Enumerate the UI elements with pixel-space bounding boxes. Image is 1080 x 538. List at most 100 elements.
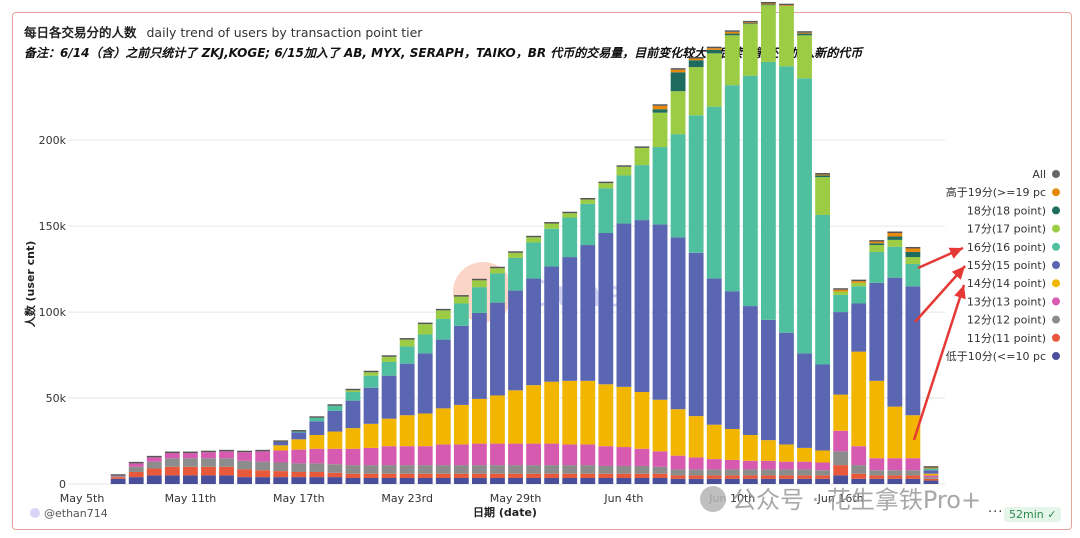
x-tick-label: May 23rd bbox=[381, 492, 433, 505]
bar-segment bbox=[923, 470, 939, 474]
bar-segment bbox=[851, 303, 867, 352]
legend-label: 低于10分(<=10 pc bbox=[946, 350, 1046, 363]
bar-segment bbox=[453, 444, 469, 466]
bar-segment bbox=[345, 465, 361, 474]
legend-item[interactable]: 14分(14 point) bbox=[967, 277, 1060, 290]
bar-stack bbox=[851, 279, 867, 484]
bar-stack bbox=[670, 68, 686, 484]
bar-segment bbox=[580, 477, 596, 484]
annotation-arrow-line bbox=[912, 284, 966, 441]
bar-total-cap bbox=[724, 30, 740, 32]
bar-segment bbox=[833, 475, 849, 484]
bar-segment bbox=[508, 477, 523, 484]
bar-segment bbox=[761, 4, 776, 6]
bar-segment bbox=[724, 459, 740, 470]
arrow-head-icon bbox=[954, 285, 966, 300]
bar-segment bbox=[688, 475, 704, 479]
legend-swatch-icon bbox=[1052, 279, 1060, 288]
bar-segment bbox=[779, 478, 794, 484]
bar-stack bbox=[869, 240, 885, 484]
bar-segment bbox=[508, 290, 523, 391]
bar-segment bbox=[580, 465, 596, 474]
bar-segment bbox=[580, 380, 596, 445]
legend-item[interactable]: 高于19分(>=19 pc bbox=[946, 185, 1060, 199]
bar-segment bbox=[435, 408, 451, 445]
bar-stack bbox=[291, 430, 307, 484]
more-options-button[interactable]: ··· bbox=[988, 505, 1004, 520]
bar-segment bbox=[128, 466, 144, 472]
bar-total-cap bbox=[923, 466, 939, 468]
bar-total-cap bbox=[779, 3, 794, 6]
legend-item[interactable]: 低于10分(<=10 pc bbox=[946, 350, 1060, 363]
bar-segment bbox=[381, 473, 397, 478]
bar-total-cap bbox=[634, 146, 650, 148]
bar-total-cap bbox=[417, 322, 433, 325]
bar-segment bbox=[634, 220, 650, 393]
legend-swatch-icon bbox=[1052, 242, 1060, 251]
bar-stack bbox=[923, 466, 939, 484]
bar-segment bbox=[833, 312, 849, 395]
bar-segment bbox=[869, 251, 885, 283]
bar-segment bbox=[688, 457, 704, 470]
bar-segment bbox=[887, 475, 903, 479]
bar-segment bbox=[797, 461, 812, 470]
bar-segment bbox=[309, 435, 325, 449]
legend-swatch-icon bbox=[1052, 188, 1060, 197]
bar-segment bbox=[508, 465, 523, 474]
bar-segment bbox=[851, 351, 867, 447]
legend-item[interactable]: 12分(12 point) bbox=[967, 314, 1060, 327]
x-axis-label: 日期 (date) bbox=[473, 505, 537, 519]
bar-segment bbox=[562, 213, 578, 218]
bar-segment bbox=[905, 475, 921, 479]
bar-segment bbox=[851, 286, 867, 304]
legend-item[interactable]: 16分(16 point) bbox=[967, 241, 1060, 254]
refresh-time: 52min bbox=[1009, 508, 1044, 521]
bar-segment bbox=[742, 75, 758, 307]
bar-segment bbox=[598, 446, 614, 466]
bar-total-cap bbox=[688, 57, 704, 59]
bar-segment bbox=[417, 334, 433, 354]
bar-segment bbox=[183, 458, 198, 467]
y-tick-label: 50k bbox=[46, 392, 67, 405]
bar-segment bbox=[164, 466, 180, 476]
bar-segment bbox=[363, 447, 379, 466]
bar-segment bbox=[815, 462, 830, 471]
legend-item[interactable]: 17分(17 point) bbox=[967, 223, 1060, 236]
bar-segment bbox=[128, 463, 144, 467]
legend-item[interactable]: 18分(18 point) bbox=[967, 204, 1060, 217]
legend-item[interactable]: 11分(11 point) bbox=[967, 332, 1060, 345]
bar-segment bbox=[562, 477, 578, 484]
bar-total-cap bbox=[273, 440, 289, 442]
bar-segment bbox=[345, 473, 361, 478]
bar-segment bbox=[544, 477, 560, 484]
bar-segment bbox=[616, 166, 632, 176]
refresh-badge[interactable]: 52min ✓ bbox=[1004, 507, 1062, 522]
legend-item[interactable]: 13分(13 point) bbox=[967, 295, 1060, 308]
bar-segment bbox=[923, 468, 939, 471]
bar-stack bbox=[761, 1, 776, 484]
bar-segment bbox=[363, 477, 379, 484]
bar-segment bbox=[761, 460, 776, 470]
bar-segment bbox=[453, 473, 469, 478]
bar-segment bbox=[761, 61, 776, 320]
bar-stack bbox=[887, 231, 903, 484]
bar-segment bbox=[761, 440, 776, 461]
bar-segment bbox=[128, 471, 144, 478]
bar-total-cap bbox=[706, 46, 722, 49]
legend-item[interactable]: 15分(15 point) bbox=[967, 259, 1060, 272]
bar-segment bbox=[616, 465, 632, 474]
author-tag[interactable]: @ethan714 bbox=[30, 507, 108, 520]
bar-segment bbox=[634, 165, 650, 221]
bar-total-cap bbox=[128, 461, 144, 464]
bar-segment bbox=[815, 175, 830, 178]
bar-segment bbox=[164, 453, 180, 459]
bar-stack bbox=[453, 295, 469, 484]
bar-segment bbox=[110, 477, 126, 479]
bar-segment bbox=[616, 477, 632, 484]
legend-item[interactable]: All bbox=[1032, 168, 1060, 181]
bar-segment bbox=[273, 450, 289, 463]
bar-total-cap bbox=[905, 246, 921, 249]
bar-total-cap bbox=[201, 450, 216, 453]
bar-segment bbox=[833, 394, 849, 431]
bar-segment bbox=[146, 457, 162, 462]
